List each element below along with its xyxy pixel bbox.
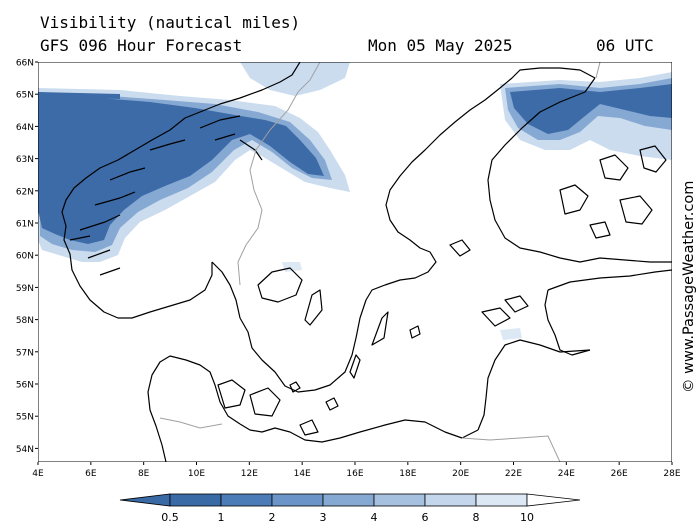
borders [159,62,601,462]
lat-tick-label: 56N [16,381,34,391]
lon-tick-label: 14E [294,469,311,479]
legend-high-arrow [526,493,581,507]
low-visibility-areas [38,62,672,340]
lon-tick-label: 24E [558,469,575,479]
legend-label: 8 [473,511,480,524]
credit-watermark: © www.PassageWeather.com [681,181,697,393]
lat-tick-label: 66N [16,59,34,69]
map-title: Visibility (nautical miles) [40,13,301,32]
legend-label: 4 [371,511,378,524]
forecast-subtitle: GFS 096 Hour Forecast [40,36,243,55]
forecast-date: Mon 05 May 2025 [368,36,513,55]
legend-bin-5 [373,493,426,507]
lat-tick-label: 63N [16,155,34,165]
legend-colorbar: 0.5 1 2 3 4 6 8 10 [119,493,581,524]
legend-label: 3 [320,511,327,524]
legend-low-arrow [119,493,171,507]
lat-tick-label: 62N [16,187,34,197]
lon-tick-label: 22E [505,469,522,479]
lon-tick-label: 16E [346,469,363,479]
legend-bin-2 [220,493,273,507]
longitude-axis: 4E 6E 8E 10E 12E 14E 16E 18E 20E 22E 24E 26E 28E [32,462,681,479]
fog-dense-finland [510,84,672,134]
fog-dense-line [38,92,120,99]
latitude-axis: 66N 65N 64N 63N 62N 61N 60N 59N 58N 57N 56N 55N 54N [16,59,38,455]
fog-dense-norway [38,95,324,244]
lat-tick-label: 61N [16,220,34,230]
legend-label: 6 [422,511,429,524]
credit-text: © www.PassageWeather.com [681,181,697,393]
legend-label: 2 [269,511,276,524]
lon-tick-label: 28E [663,469,680,479]
legend-bin-6 [424,493,477,507]
legend-bin-1 [169,493,222,507]
coastlines [61,62,672,462]
lat-tick-label: 64N [16,123,34,133]
legend-bin-3 [271,493,324,507]
lon-tick-label: 20E [452,469,469,479]
legend-labels: 0.5 1 2 3 4 6 8 10 [161,511,534,524]
fog-light-patch-2 [500,328,522,340]
legend-label: 0.5 [161,511,179,524]
legend-bin-7 [475,493,528,507]
lat-tick-label: 58N [16,316,34,326]
lat-tick-label: 59N [16,284,34,294]
legend-bin-4 [322,493,375,507]
lat-tick-label: 55N [16,413,34,423]
lon-tick-label: 6E [85,469,97,479]
map-area [38,62,672,462]
lon-tick-label: 18E [399,469,416,479]
fog-light-patch-1 [282,262,302,272]
lon-tick-label: 12E [241,469,258,479]
forecast-hour: 06 UTC [596,36,654,55]
lon-tick-label: 8E [138,469,150,479]
legend-label: 10 [520,511,534,524]
lat-tick-label: 65N [16,91,34,101]
legend-label: 1 [218,511,225,524]
lon-tick-label: 4E [32,469,44,479]
lat-tick-label: 54N [16,445,34,455]
lon-tick-label: 26E [611,469,628,479]
lon-tick-label: 10E [188,469,205,479]
lat-tick-label: 60N [16,252,34,262]
lat-tick-label: 57N [16,348,34,358]
